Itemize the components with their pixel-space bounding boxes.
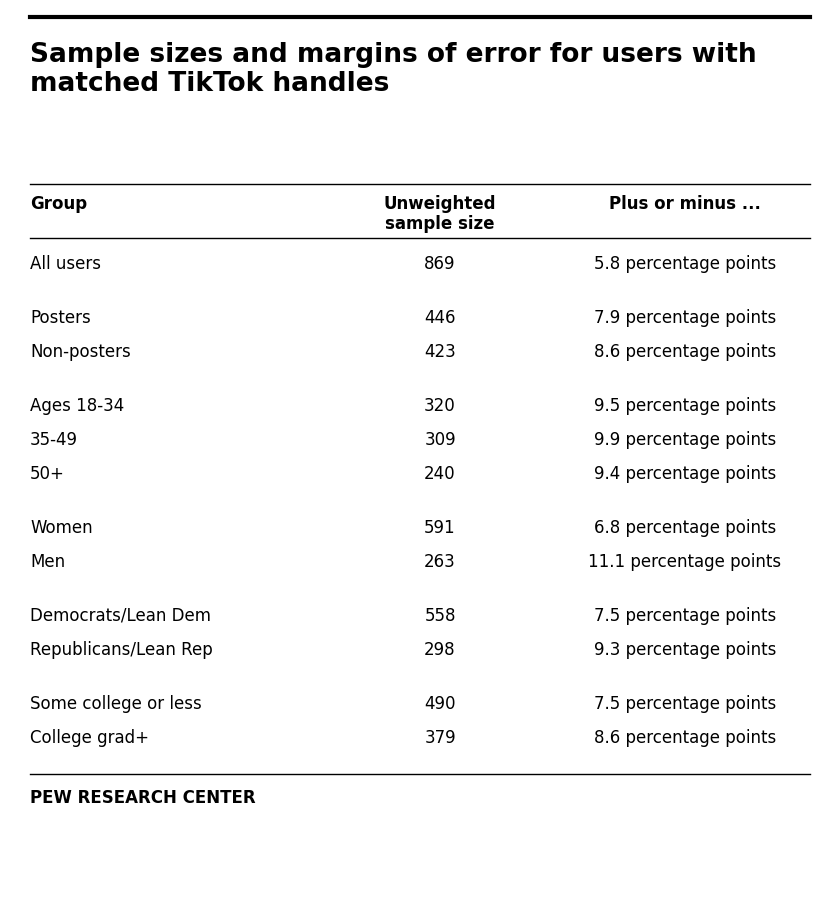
Text: 9.5 percentage points: 9.5 percentage points [594, 396, 776, 414]
Text: College grad+: College grad+ [30, 728, 149, 746]
Text: 35-49: 35-49 [30, 431, 78, 449]
Text: 11.1 percentage points: 11.1 percentage points [589, 553, 781, 571]
Text: matched TikTok handles: matched TikTok handles [30, 71, 390, 98]
Text: 320: 320 [424, 396, 456, 414]
Text: 5.8 percentage points: 5.8 percentage points [594, 255, 776, 273]
Text: Group: Group [30, 195, 87, 213]
Text: Sample sizes and margins of error for users with: Sample sizes and margins of error for us… [30, 42, 757, 68]
Text: 379: 379 [424, 728, 456, 746]
Text: 263: 263 [424, 553, 456, 571]
Text: Posters: Posters [30, 309, 91, 327]
Text: 298: 298 [424, 640, 456, 658]
Text: Men: Men [30, 553, 66, 571]
Text: 240: 240 [424, 464, 456, 482]
Text: Plus or minus ...: Plus or minus ... [609, 195, 761, 213]
Text: 490: 490 [424, 694, 456, 712]
Text: 6.8 percentage points: 6.8 percentage points [594, 518, 776, 536]
Text: Democrats/Lean Dem: Democrats/Lean Dem [30, 606, 211, 624]
Text: Some college or less: Some college or less [30, 694, 202, 712]
Text: 869: 869 [424, 255, 456, 273]
Text: 8.6 percentage points: 8.6 percentage points [594, 728, 776, 746]
Text: Non-posters: Non-posters [30, 342, 131, 360]
Text: 423: 423 [424, 342, 456, 360]
Text: 9.9 percentage points: 9.9 percentage points [594, 431, 776, 449]
Text: 50+: 50+ [30, 464, 65, 482]
Text: 9.4 percentage points: 9.4 percentage points [594, 464, 776, 482]
Text: Unweighted
sample size: Unweighted sample size [384, 195, 496, 233]
Text: 7.5 percentage points: 7.5 percentage points [594, 606, 776, 624]
Text: 7.9 percentage points: 7.9 percentage points [594, 309, 776, 327]
Text: 446: 446 [424, 309, 456, 327]
Text: 9.3 percentage points: 9.3 percentage points [594, 640, 776, 658]
Text: 7.5 percentage points: 7.5 percentage points [594, 694, 776, 712]
Text: 558: 558 [424, 606, 456, 624]
Text: Women: Women [30, 518, 92, 536]
Text: 309: 309 [424, 431, 456, 449]
Text: 591: 591 [424, 518, 456, 536]
Text: Republicans/Lean Rep: Republicans/Lean Rep [30, 640, 213, 658]
Text: 8.6 percentage points: 8.6 percentage points [594, 342, 776, 360]
Text: All users: All users [30, 255, 101, 273]
Text: PEW RESEARCH CENTER: PEW RESEARCH CENTER [30, 788, 255, 806]
Text: Ages 18-34: Ages 18-34 [30, 396, 124, 414]
